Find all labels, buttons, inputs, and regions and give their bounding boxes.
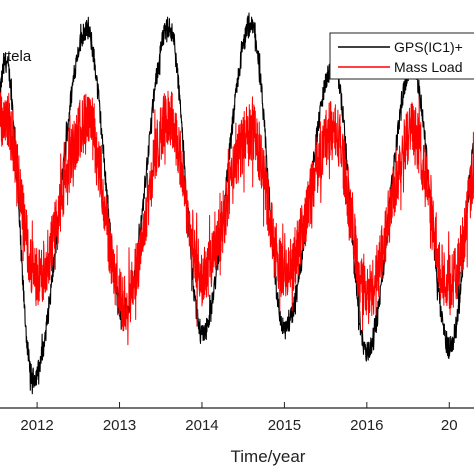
legend-box — [329, 32, 474, 80]
station-label: rtela — [2, 48, 32, 65]
x-tick-label: 2012 — [20, 417, 53, 434]
legend-label-gps: GPS(IC1)+ — [394, 39, 463, 55]
x-tick-label: 2013 — [103, 417, 136, 434]
x-axis-label: Time/year — [231, 447, 306, 466]
legend: GPS(IC1)+ Mass Load — [329, 32, 474, 80]
x-tick-label: 2016 — [350, 417, 383, 434]
series-line-mass-load — [0, 90, 474, 346]
x-axis-ticks: 2012 2013 2014 2015 2016 20 — [20, 402, 458, 434]
x-tick-label: 20 — [441, 417, 458, 434]
plot-series — [0, 12, 474, 395]
legend-label-mass-load: Mass Load — [394, 59, 462, 75]
x-tick-label: 2015 — [268, 417, 301, 434]
x-tick-label: 2014 — [185, 417, 218, 434]
series-line-gps — [0, 12, 474, 395]
